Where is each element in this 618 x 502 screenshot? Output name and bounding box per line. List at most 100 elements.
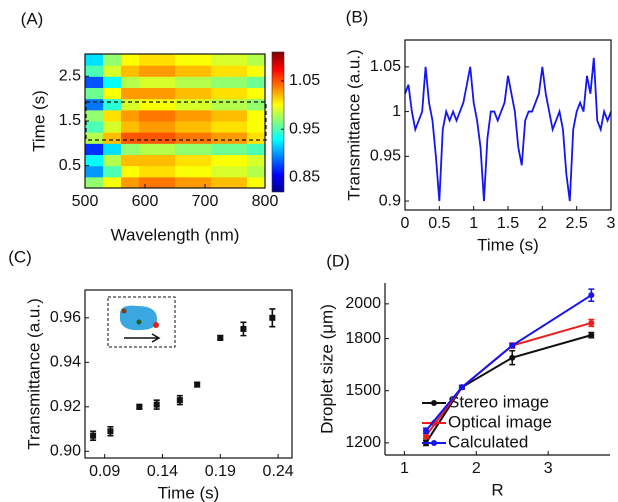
heat-cell [211,87,230,100]
heat-cell [211,76,230,88]
heat-cell [229,54,248,66]
heat-cell [85,143,104,155]
heat-cell [121,65,140,77]
x-axis-label: R [491,480,503,499]
heat-cell [193,87,212,100]
x-tick-label: 0.5 [428,215,450,232]
colorbar-tick-label: 0.95 [289,120,320,137]
data-point [107,428,114,435]
heat-cell [139,132,158,144]
y-tick-label: 0.95 [370,148,401,165]
data-point [194,381,201,388]
heat-cell [193,65,212,77]
data-line [425,334,592,444]
heat-cell [193,121,212,133]
heat-cell [139,121,158,133]
legend-marker [431,400,437,406]
heat-cell [193,132,212,144]
axes-frame [84,289,293,459]
panel-label: (C) [8,247,32,266]
data-point [588,319,595,326]
heat-cell [157,132,176,144]
heat-cell [85,109,104,122]
y-tick-label: 0.90 [50,443,81,460]
heat-cell [157,143,176,155]
data-point [509,354,516,361]
heat-cell [139,176,158,189]
heat-cell [229,109,248,122]
heat-cell [139,76,158,88]
heat-cell [139,165,158,178]
inset-arrow [124,333,161,343]
heat-cell [139,54,158,66]
legend-label: Calculated [448,432,528,451]
heat-cell [103,176,122,189]
y-tick-label: 1800 [345,330,381,347]
heat-cell [175,65,194,77]
x-axis-label: Time (s) [477,235,539,254]
heat-cell [85,165,104,178]
legend-label: Stereo image [448,392,549,411]
x-tick-label: 600 [132,193,159,210]
heat-cell [211,54,230,66]
x-tick-label: 0.09 [89,463,120,480]
heat-cell [85,132,104,144]
y-tick-label: 2000 [345,295,381,312]
y-axis-label: Transmittance (a.u.) [344,49,363,200]
data-point [90,432,97,439]
heat-cell [103,143,122,155]
heat-cell [139,154,158,167]
heat-cell [103,121,122,133]
heat-cell [247,176,266,189]
x-tick-label: 2 [472,460,481,477]
heat-cell [103,132,122,144]
heat-cell [121,176,140,189]
heat-cell [139,143,158,155]
x-tick-label: 3 [544,460,553,477]
data-point [422,432,429,439]
heat-cell [211,65,230,77]
heat-cell [85,87,104,100]
inset-dot [121,308,127,314]
heat-cell [211,143,230,155]
colorbar-tick-label: 1.05 [289,72,320,89]
inset-dot [153,322,159,328]
data-point [153,401,160,408]
heat-cell [211,165,230,178]
heat-cell [193,98,212,111]
heat-cell [157,98,176,111]
heat-cell [229,87,248,100]
heat-cell [175,165,194,178]
y-axis-label: Time (s) [29,90,48,152]
heat-cell [121,132,140,144]
x-axis-label: Time (s) [158,483,220,502]
legend-marker [431,440,437,446]
heat-cell [85,121,104,133]
heat-cell [193,176,212,189]
y-tick-label: 1500 [345,382,381,399]
colorbar [271,51,285,193]
heat-cell [157,87,176,100]
x-tick-label: 1 [469,215,478,232]
heat-cell [229,165,248,178]
heat-cell [247,143,266,155]
heat-cell [211,121,230,133]
heat-cell [157,176,176,189]
heat-cell [247,165,266,178]
heat-cell [211,132,230,144]
heat-cell [85,176,104,189]
colorbar-tick-label: 0.85 [289,169,320,186]
heat-cell [175,121,194,133]
heat-cell [175,154,194,167]
heat-cell [157,165,176,178]
heat-cell [121,121,140,133]
heat-cell [229,154,248,167]
heat-cell [103,65,122,77]
inset-dot [136,319,142,325]
heat-cell [229,176,248,189]
heat-cell [157,76,176,88]
heat-cell [121,54,140,66]
panel-label: (A) [21,9,44,28]
y-tick-label: 2.5 [59,68,81,85]
heat-cell [193,76,212,88]
